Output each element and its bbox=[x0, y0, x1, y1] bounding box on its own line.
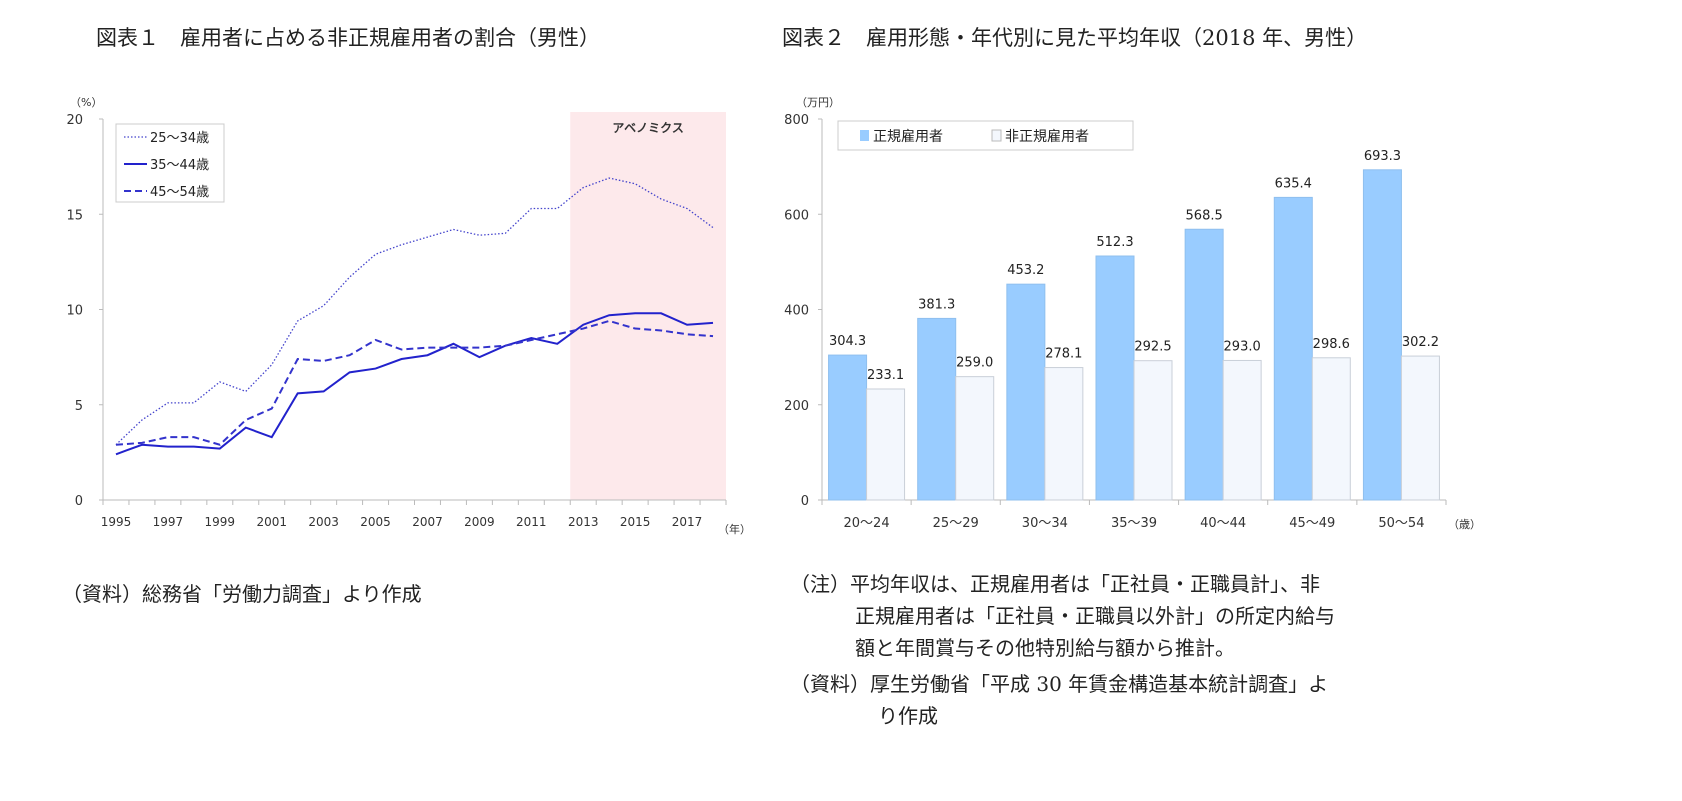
bar-value-label: 293.0 bbox=[1224, 339, 1261, 354]
x-tick-label: 30～34 bbox=[1022, 516, 1068, 531]
bar-value-label: 635.4 bbox=[1275, 176, 1312, 191]
x-axis-unit: （歳） bbox=[1448, 518, 1481, 531]
abenomics-shading bbox=[570, 112, 726, 500]
figure2-title: 図表２ 雇用形態・年代別に見た平均年収（2018 年、男性） bbox=[782, 26, 1368, 50]
y-tick-label: 0 bbox=[75, 494, 83, 509]
bar-value-label: 381.3 bbox=[918, 297, 955, 312]
abenomics-label: アベノミクス bbox=[612, 121, 683, 135]
y-tick-label: 5 bbox=[75, 399, 83, 414]
legend-label: 45～54歳 bbox=[150, 185, 209, 200]
bar-value-label: 298.6 bbox=[1313, 337, 1350, 352]
y-axis-unit: （万円） bbox=[796, 96, 840, 109]
bar-regular bbox=[1095, 255, 1135, 501]
figure1-title: 図表１ 雇用者に占める非正規雇用者の割合（男性） bbox=[96, 26, 600, 50]
legend-box bbox=[837, 120, 1134, 151]
bar-nonregular bbox=[1044, 367, 1084, 501]
y-axis-unit: （%） bbox=[70, 96, 102, 109]
bar-regular bbox=[828, 354, 868, 501]
legend-label: 非正規雇用者 bbox=[1005, 128, 1089, 145]
bar-value-label: 568.5 bbox=[1186, 208, 1223, 223]
x-tick-label: 1997 bbox=[153, 515, 184, 529]
bar-regular bbox=[1006, 283, 1046, 501]
legend-label: 35～44歳 bbox=[150, 158, 209, 173]
y-tick-label: 0 bbox=[801, 494, 809, 509]
bar-chart-average-income: 0 200 400 600 800 （万円） （歳） 20～24 304.3 233.1 25～29… bbox=[784, 96, 1481, 531]
series-line-3 bbox=[115, 319, 714, 446]
y-tick-label: 10 bbox=[66, 304, 83, 319]
bar-value-label: 259.0 bbox=[956, 356, 993, 371]
x-tick-label: 2009 bbox=[464, 515, 495, 529]
legend-swatch bbox=[991, 129, 1002, 142]
bar-nonregular bbox=[1222, 359, 1262, 501]
bar-value-label: 233.1 bbox=[867, 368, 904, 383]
bar-value-label: 302.2 bbox=[1402, 335, 1439, 350]
legend-label: 正規雇用者 bbox=[873, 128, 943, 145]
figure2-source-line1: （資料）厚生労働省「平成 30 年賃金構造基本統計調査」よ bbox=[790, 672, 1329, 696]
x-tick-label: 2003 bbox=[308, 515, 339, 529]
y-tick-label: 15 bbox=[66, 208, 83, 223]
x-tick-label: 45～49 bbox=[1289, 516, 1335, 531]
x-tick-label: 50～54 bbox=[1378, 516, 1424, 531]
x-tick-label: 20～24 bbox=[844, 516, 890, 531]
bar-value-label: 512.3 bbox=[1096, 235, 1133, 250]
series-line-2 bbox=[115, 312, 714, 456]
y-tick-label: 200 bbox=[784, 399, 809, 414]
bar-regular bbox=[917, 317, 957, 501]
legend-label: 25～34歳 bbox=[150, 131, 209, 146]
x-tick-label: 2005 bbox=[360, 515, 391, 529]
figure2-note-line1: （注）平均年収は、正規雇用者は「正社員・正職員計」、非 bbox=[790, 572, 1320, 596]
x-tick-label: 2013 bbox=[568, 515, 599, 529]
figure2-source-line2: り作成 bbox=[878, 704, 938, 728]
bar-value-label: 304.3 bbox=[829, 334, 866, 349]
legend-swatch bbox=[860, 130, 869, 141]
figure1-source: （資料）総務省「労働力調査」より作成 bbox=[62, 582, 422, 606]
x-tick-label: 2015 bbox=[620, 515, 651, 529]
bar-regular bbox=[1362, 169, 1402, 501]
figure2-note-line2: 正規雇用者は「正社員・正職員以外計」の所定内給与 bbox=[855, 604, 1335, 628]
x-tick-label: 2001 bbox=[256, 515, 287, 529]
y-tick-label: 600 bbox=[784, 208, 809, 223]
bar-nonregular bbox=[1400, 355, 1440, 501]
bar-nonregular bbox=[866, 388, 906, 501]
bar-regular bbox=[1273, 196, 1313, 501]
x-axis-unit: （年） bbox=[718, 522, 751, 536]
line-chart-nonregular-ratio: アベノミクス 0 5 10 15 20 1995 1997 1999 2001 2003 2005 20… bbox=[66, 96, 751, 536]
x-tick-label: 2007 bbox=[412, 515, 443, 529]
y-tick-label: 400 bbox=[784, 304, 809, 319]
x-tick-label: 40～44 bbox=[1200, 516, 1246, 531]
x-tick-label: 35～39 bbox=[1111, 516, 1157, 531]
x-tick-label: 2011 bbox=[516, 515, 547, 529]
bar-value-label: 278.1 bbox=[1045, 347, 1082, 362]
bar-nonregular bbox=[1311, 357, 1351, 501]
y-tick-label: 800 bbox=[784, 113, 809, 128]
bar-regular bbox=[1184, 228, 1224, 501]
x-tick-label: 1999 bbox=[205, 515, 236, 529]
x-tick-label: 1995 bbox=[101, 515, 132, 529]
bar-value-label: 292.5 bbox=[1134, 340, 1171, 355]
y-tick-label: 20 bbox=[66, 113, 83, 128]
bar-nonregular bbox=[1133, 360, 1173, 501]
bar-nonregular bbox=[955, 376, 995, 501]
x-tick-label: 2017 bbox=[672, 515, 703, 529]
x-tick-label: 25～29 bbox=[933, 516, 979, 531]
bar-value-label: 453.2 bbox=[1007, 263, 1044, 278]
bar-value-label: 693.3 bbox=[1364, 149, 1401, 164]
figure2-note-line3: 額と年間賞与その他特別給与額から推計。 bbox=[855, 636, 1235, 660]
